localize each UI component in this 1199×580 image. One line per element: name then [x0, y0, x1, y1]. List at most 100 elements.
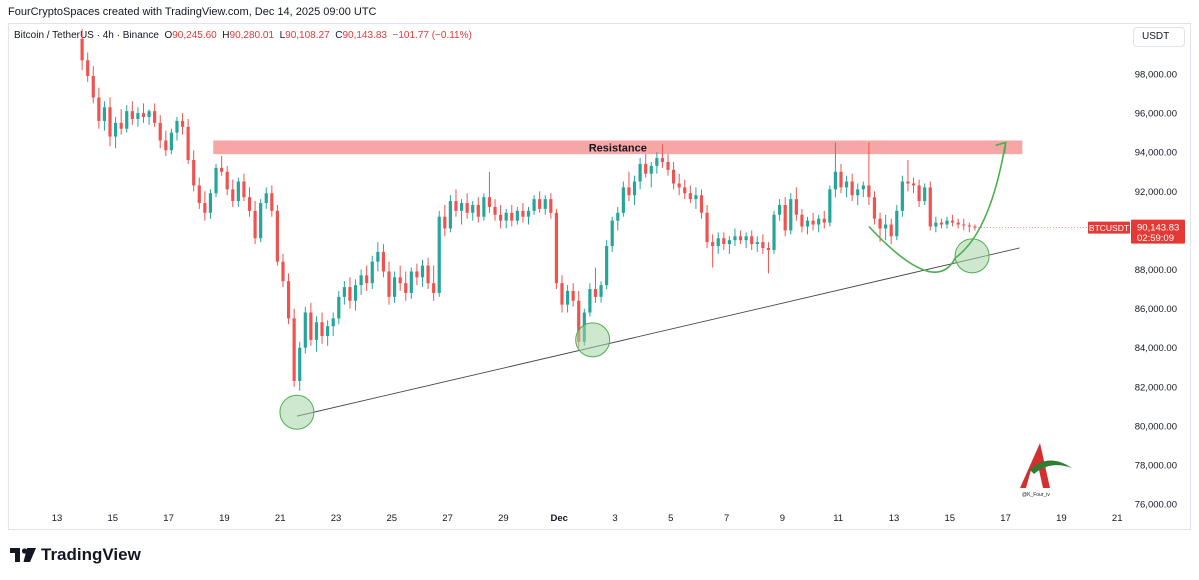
currency-button[interactable]: USDT — [1133, 27, 1185, 47]
candle-body — [437, 216, 441, 293]
candle — [766, 242, 771, 274]
candle-body — [794, 199, 798, 215]
candle — [817, 214, 821, 233]
candle-body — [621, 187, 625, 213]
candle — [800, 208, 804, 233]
price-axis[interactable]: 98,000.0096,000.0094,000.0092,000.0090,0… — [1135, 70, 1177, 511]
candle — [844, 175, 849, 198]
candle-body — [264, 193, 268, 204]
candle — [392, 271, 397, 303]
candle — [939, 218, 944, 229]
candle-body — [889, 224, 893, 237]
candle — [398, 265, 402, 292]
candle-body — [532, 199, 536, 211]
candle — [253, 201, 257, 245]
projection-arrowhead — [995, 141, 1007, 154]
candle-body — [348, 287, 352, 301]
y-tick-label: 76,000.00 — [1135, 500, 1177, 511]
candle — [420, 259, 425, 288]
time-axis[interactable]: 13 15 17 19 21 23 25 27 29 Dec 3 5 7 9 11 13 15 17 19 21 — [52, 513, 1123, 524]
candle-body — [499, 214, 503, 221]
candle-body — [214, 167, 218, 194]
tradingview-logo-icon — [10, 548, 36, 562]
candle — [337, 291, 341, 325]
candle — [499, 204, 503, 229]
support-trendline — [296, 247, 1020, 417]
candle — [348, 277, 352, 309]
candle — [805, 216, 810, 235]
candle-body — [309, 312, 313, 340]
candle-body — [331, 318, 335, 327]
candle — [326, 320, 330, 346]
candle — [833, 142, 838, 198]
candle — [778, 199, 782, 221]
candle — [359, 269, 363, 295]
candle — [214, 163, 218, 198]
y-tick-label: 78,000.00 — [1135, 461, 1177, 472]
candle-body — [699, 195, 704, 213]
candle — [102, 101, 107, 131]
candle-series — [80, 29, 977, 391]
candle-body — [392, 277, 397, 297]
candle — [510, 204, 514, 227]
x-tick-label: 13 — [889, 513, 900, 524]
symbol-label[interactable]: Bitcoin / TetherUS · 4h · Binance — [14, 30, 159, 41]
candle — [342, 281, 346, 305]
x-tick-label: 21 — [275, 513, 286, 524]
candle — [404, 271, 408, 301]
candle-body — [722, 238, 726, 245]
candle-body — [454, 201, 458, 211]
candle-body — [895, 210, 899, 237]
candle-body — [778, 204, 782, 215]
brand-name: TradingView — [41, 545, 141, 564]
tradingview-brand[interactable]: TradingView — [10, 545, 141, 565]
x-tick-label: Dec — [550, 513, 567, 524]
candle — [755, 236, 759, 252]
candle — [353, 279, 358, 311]
price-tag-bg — [1131, 219, 1185, 244]
candle-body — [605, 246, 609, 286]
x-tick-label: 25 — [387, 513, 398, 524]
candle-body — [136, 113, 140, 119]
y-tick-label: 98,000.00 — [1135, 70, 1177, 81]
candle-body — [671, 169, 676, 184]
candle — [320, 312, 324, 344]
candle-body — [571, 291, 575, 301]
candle — [225, 165, 229, 196]
candle-body — [638, 163, 642, 182]
candle-body — [303, 312, 307, 348]
candle — [967, 222, 971, 233]
candle — [275, 204, 280, 266]
candle-body — [755, 242, 759, 245]
candle-body — [705, 212, 709, 243]
candle — [750, 230, 754, 250]
open-value: 90,245.60 — [172, 30, 217, 41]
resistance-label: Resistance — [589, 142, 647, 154]
candle — [365, 265, 369, 292]
candle — [86, 52, 90, 82]
candle-body — [683, 187, 687, 194]
candle-body — [733, 236, 737, 241]
candle-body — [426, 265, 430, 284]
candle-body — [192, 160, 196, 186]
candle-body — [828, 189, 832, 223]
candle — [387, 261, 391, 305]
candle-body — [169, 132, 173, 151]
candle — [934, 216, 938, 233]
candle-body — [487, 197, 492, 207]
candle-body — [186, 126, 190, 161]
candle-body — [660, 158, 665, 162]
candle-body — [420, 265, 425, 278]
candle — [247, 187, 252, 217]
candle-body — [928, 187, 932, 227]
candle-body — [141, 113, 146, 118]
open-key: O — [164, 30, 173, 41]
candle-body — [616, 212, 620, 221]
chart-frame — [8, 23, 1191, 530]
candle — [108, 97, 112, 147]
y-tick-label: 96,000.00 — [1135, 109, 1177, 120]
candle — [839, 163, 843, 194]
candle-body — [259, 203, 263, 239]
candle-body — [365, 275, 369, 284]
x-tick-label: 15 — [945, 513, 956, 524]
